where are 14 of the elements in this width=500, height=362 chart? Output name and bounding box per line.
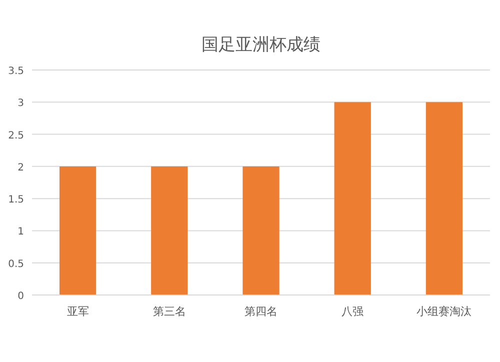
y-tick-label: 3 [18,98,24,110]
x-tick-label: 第四名 [244,305,278,318]
y-tick-label: 0.5 [8,258,24,270]
y-tick-label: 3.5 [8,66,24,77]
y-tick-label: 0 [18,291,24,302]
x-tick-label: 第三名 [152,305,186,318]
y-tick-label: 1 [18,226,24,238]
chart-title: 国足亚洲杯成绩 [202,35,320,55]
y-tick-label: 1.5 [8,194,24,206]
x-tick-label: 小组赛淘汰 [416,305,472,318]
y-tick-label: 2.5 [8,130,24,142]
x-tick-label: 亚军 [66,305,89,318]
x-tick-label: 八强 [342,305,364,318]
y-tick-label: 2 [18,162,24,174]
